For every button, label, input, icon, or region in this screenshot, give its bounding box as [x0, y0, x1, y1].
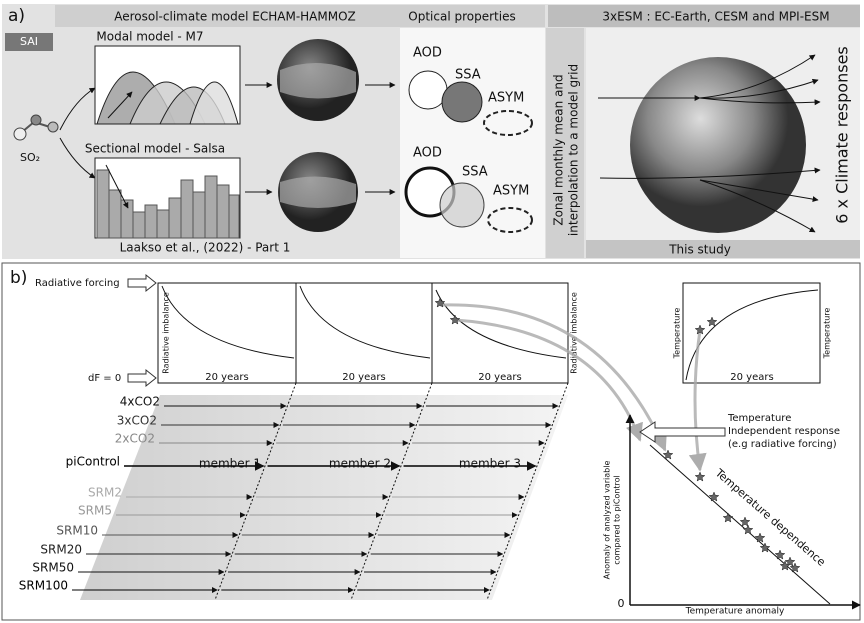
precursor-label: SO₂ [20, 151, 40, 164]
x-axis-label: 20 years [205, 372, 248, 383]
annotation: Temperature [727, 413, 791, 424]
aerosol-band [280, 63, 356, 99]
annotation: Independent response [728, 426, 840, 437]
x-axis-label: Temperature anomaly [685, 607, 785, 617]
citation: Laakso et al., (2022) - Part 1 [120, 241, 291, 255]
aerosol-band [280, 176, 356, 208]
y-axis-label: Anomaly of analyzed variable [603, 461, 612, 580]
scenario-label: SRM100 [19, 579, 68, 593]
interpolation-text: interpolation to a model grid [567, 64, 581, 236]
aod-label: AOD [413, 46, 442, 61]
scenario-label: SRM2 [88, 486, 122, 500]
figure: a) SAI Aerosol-climate model ECHAM-HAMMO… [0, 0, 864, 623]
panel-b: b) Radiative forcing dF = 0 Radiative im… [2, 263, 860, 620]
ssa-label: SSA [462, 165, 488, 180]
scenario-label: SRM5 [78, 504, 112, 518]
y-axis-label: Radiative imbalance [162, 292, 171, 374]
responses-label: 6 x Climate responses [833, 46, 852, 223]
scenario-label: SRM20 [40, 543, 82, 557]
member-label: member 1 [199, 457, 261, 471]
scenario-label: SRM50 [32, 561, 74, 575]
x-axis-label: 20 years [730, 372, 773, 383]
aod-circle [409, 71, 447, 109]
scenario-label: 3xCO2 [117, 414, 157, 428]
df-zero-label: dF = 0 [88, 373, 121, 384]
member-label: member 3 [459, 457, 521, 471]
ssa-circle [440, 183, 484, 227]
scenario-label: 2xCO2 [115, 432, 155, 446]
optical-title: Optical properties [408, 10, 515, 24]
esm-title: 3xESM : EC-Earth, CESM and MPI-ESM [602, 10, 829, 24]
aod-label: AOD [413, 146, 442, 161]
x-axis-label: 20 years [478, 372, 521, 383]
ssa-circle [442, 82, 482, 122]
x-axis-label: 20 years [342, 372, 385, 383]
scenario-label: SRM10 [56, 524, 98, 538]
ssa-label: SSA [455, 68, 481, 83]
member-label: member 2 [329, 457, 391, 471]
scenario-label: 4xCO2 [120, 395, 160, 409]
panel-a: a) SAI Aerosol-climate model ECHAM-HAMMO… [2, 4, 860, 259]
sectional-model-label: Sectional model - Salsa [85, 142, 225, 156]
interpolation-text: Zonal monthly mean and [552, 74, 566, 225]
panel-label: b) [10, 268, 27, 288]
temperature-plot [683, 283, 820, 383]
model-title: Aerosol-climate model ECHAM-HAMMOZ [114, 10, 356, 24]
modal-model-label: Modal model - M7 [96, 30, 203, 44]
y-axis-label: compared to piControl [613, 475, 622, 565]
footer-label: This study [668, 243, 731, 257]
earth-globe [630, 57, 806, 233]
asym-label: ASYM [493, 184, 529, 199]
y2-axis-label: Temperature [823, 308, 832, 360]
asym-label: ASYM [488, 91, 524, 106]
y-axis-label: Radiative imbalance [570, 292, 579, 374]
annotation: (e.g radiative forcing) [728, 439, 837, 450]
y-axis-label: Temperature [673, 308, 682, 360]
radiative-forcing-label: Radiative forcing [35, 278, 120, 289]
scenario-label: piControl [66, 455, 120, 469]
panel-label: a) [8, 6, 25, 26]
origin-label: 0 [618, 597, 625, 610]
sai-label: SAI [20, 35, 38, 48]
